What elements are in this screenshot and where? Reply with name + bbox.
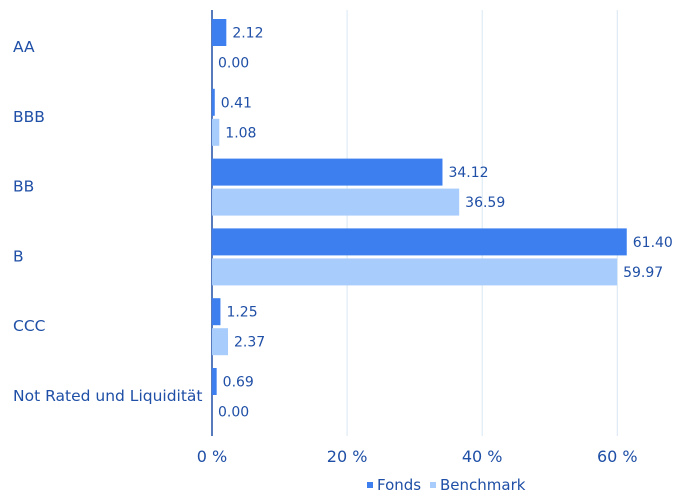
bar-benchmark bbox=[212, 188, 460, 216]
legend-label-fonds: Fonds bbox=[377, 476, 421, 494]
gridlines bbox=[211, 10, 618, 436]
legend-swatch-fonds bbox=[367, 482, 373, 488]
category-label: Not Rated und Liquidität bbox=[13, 387, 203, 405]
bar-fonds bbox=[212, 158, 443, 186]
data-label: 1.08 bbox=[225, 125, 256, 141]
x-tick-label: 60 % bbox=[597, 447, 638, 466]
bar-benchmark bbox=[212, 328, 229, 356]
data-label: 1.25 bbox=[226, 305, 257, 321]
legend-swatch-benchmark bbox=[430, 482, 436, 488]
category-label: BBB bbox=[13, 108, 45, 126]
data-label: 0.00 bbox=[218, 56, 249, 72]
x-tick-label: 40 % bbox=[462, 447, 503, 466]
data-label: 2.37 bbox=[234, 335, 265, 351]
data-label: 0.00 bbox=[218, 405, 249, 421]
x-tick-label: 0 % bbox=[197, 447, 227, 466]
category-label: B bbox=[13, 247, 24, 265]
labels: 0 % 20 % 40 % 60 % AA 2.12 0.00 BBB 0.41 1.08 BB 34… bbox=[13, 26, 673, 467]
bar-fonds bbox=[212, 368, 217, 395]
legend-label-benchmark: Benchmark bbox=[440, 476, 526, 494]
bar-fonds bbox=[212, 228, 627, 256]
category-label: BB bbox=[13, 178, 34, 196]
x-tick-label: 20 % bbox=[327, 447, 368, 466]
bar-fonds bbox=[212, 88, 215, 116]
data-label: 34.12 bbox=[448, 165, 488, 181]
bar-benchmark bbox=[212, 258, 618, 286]
data-label: 59.97 bbox=[623, 265, 663, 281]
category-label: CCC bbox=[13, 317, 45, 335]
data-label: 2.12 bbox=[232, 26, 263, 42]
bar-fonds bbox=[212, 298, 221, 326]
category-label: AA bbox=[13, 38, 35, 56]
data-label: 0.41 bbox=[221, 95, 252, 111]
bars bbox=[212, 19, 627, 395]
data-label: 61.40 bbox=[633, 235, 673, 251]
data-label: 36.59 bbox=[465, 195, 505, 211]
legend: Fonds Benchmark bbox=[367, 476, 526, 494]
data-label: 0.69 bbox=[223, 375, 254, 391]
bar-benchmark bbox=[212, 118, 220, 146]
bar-fonds bbox=[212, 19, 227, 46]
